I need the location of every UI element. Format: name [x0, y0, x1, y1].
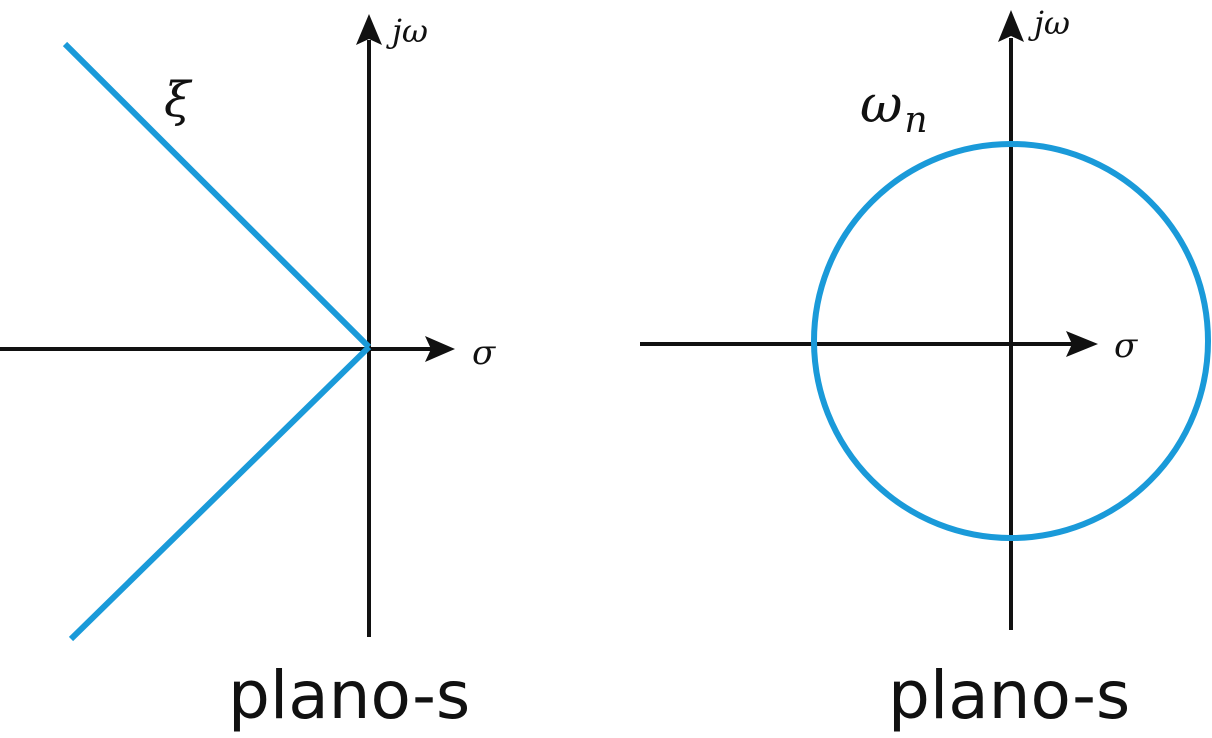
damping-ratio-label: ξ — [164, 72, 193, 128]
natural-frequency-symbol: ω — [860, 75, 902, 135]
right-real-axis-label: σ — [1114, 326, 1138, 366]
natural-frequency-label: ωn — [860, 75, 928, 141]
damping-ratio-line-lower — [68, 344, 372, 642]
right-s-plane: jω σ ωn plano-s — [640, 4, 1211, 734]
left-real-axis-label: σ — [472, 333, 496, 373]
right-imag-axis-arrowhead — [998, 10, 1024, 42]
natural-frequency-subscript: n — [904, 100, 927, 141]
left-plane-caption: plano-s — [228, 657, 470, 734]
left-real-axis-arrowhead — [425, 336, 455, 362]
left-imag-axis-label: jω — [386, 12, 428, 50]
natural-frequency-circle — [811, 141, 1211, 541]
right-imag-axis-label: jω — [1028, 4, 1070, 42]
right-real-axis-arrowhead — [1066, 331, 1098, 357]
right-plane-caption: plano-s — [888, 657, 1130, 734]
left-imag-axis-arrowhead — [356, 14, 382, 45]
left-s-plane: jω σ ξ plano-s — [0, 12, 496, 734]
damping-ratio-line-upper — [62, 41, 372, 350]
